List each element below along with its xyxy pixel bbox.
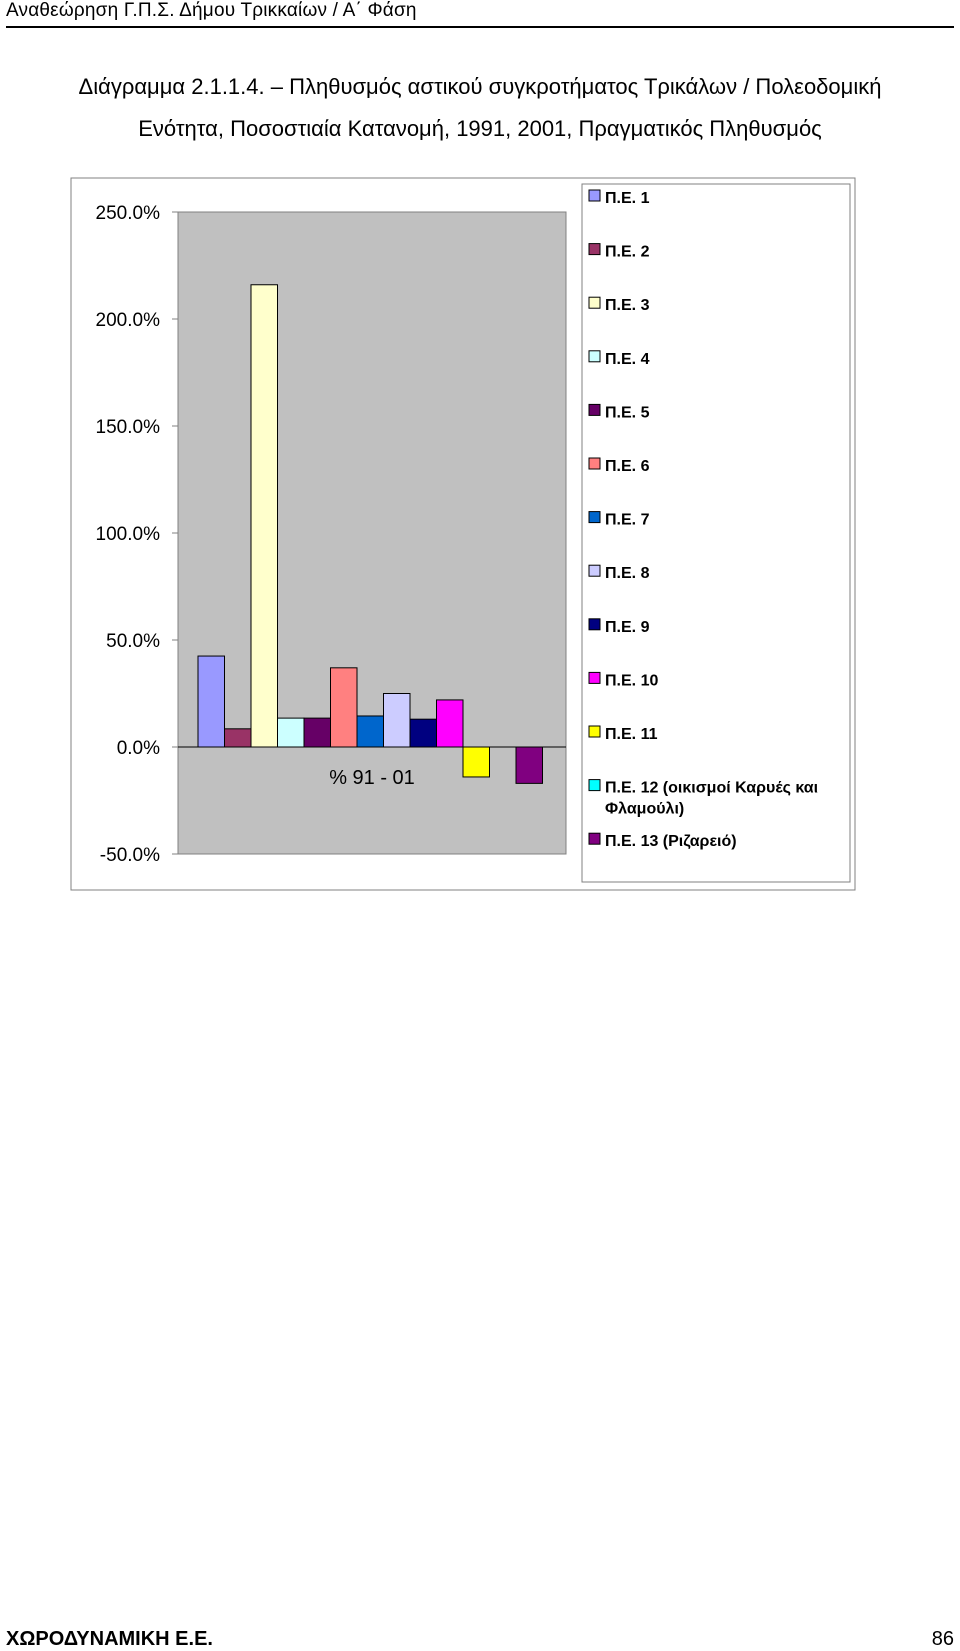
bar bbox=[436, 699, 464, 748]
legend-swatch bbox=[588, 511, 601, 524]
bar bbox=[409, 718, 437, 748]
legend-swatch bbox=[588, 296, 601, 309]
header-divider bbox=[6, 26, 954, 28]
legend-label: Π.Ε. 4 bbox=[605, 351, 650, 368]
legend-swatch bbox=[588, 243, 601, 256]
footer-page-number: 86 bbox=[931, 1628, 954, 1650]
legend-swatch bbox=[588, 618, 601, 631]
legend-swatch bbox=[588, 779, 601, 792]
x-category-label: % 91 - 01 bbox=[329, 767, 415, 789]
bar bbox=[303, 717, 331, 748]
legend-label: Π.Ε. 2 bbox=[605, 244, 650, 261]
y-tick-label: 150.0% bbox=[96, 417, 161, 438]
y-tick-label: 250.0% bbox=[96, 203, 161, 224]
y-tick-label: 50.0% bbox=[106, 631, 160, 652]
bar bbox=[250, 284, 278, 748]
legend-label: Π.Ε. 11 bbox=[605, 726, 658, 743]
y-tick-label: 0.0% bbox=[117, 738, 160, 759]
legend-label: Π.Ε. 8 bbox=[605, 565, 650, 582]
legend-box bbox=[581, 183, 851, 883]
legend-label: Π.Ε. 13 (Ριζαρειό) bbox=[605, 833, 737, 850]
bar bbox=[515, 746, 543, 784]
legend-label: Π.Ε. 9 bbox=[605, 619, 650, 636]
legend-swatch bbox=[588, 725, 601, 738]
bar bbox=[462, 746, 490, 778]
bar bbox=[197, 655, 225, 748]
legend-label-continued: Φλαμούλι) bbox=[605, 801, 684, 818]
bar bbox=[383, 693, 411, 748]
bar bbox=[330, 667, 358, 748]
bar bbox=[224, 728, 252, 748]
legend-label: Π.Ε. 6 bbox=[605, 458, 650, 475]
legend-swatch bbox=[588, 671, 601, 684]
bar bbox=[356, 715, 384, 748]
bar-chart: 250.0% 200.0% 150.0% 100.0% 50.0% 0.0% -50.0%%… bbox=[70, 177, 856, 891]
chart-caption-line-2: Ενότητα, Ποσοστιαία Κατανομή, 1991, 2001… bbox=[138, 116, 822, 141]
y-tick-label: 200.0% bbox=[96, 310, 161, 331]
legend-swatch bbox=[588, 832, 601, 845]
legend-swatch bbox=[588, 564, 601, 577]
legend-label: Π.Ε. 1 bbox=[605, 190, 650, 207]
legend-swatch bbox=[588, 403, 601, 416]
legend-label: Π.Ε. 5 bbox=[605, 404, 650, 421]
footer-company: ΧΩΡΟΔΥΝΑΜΙΚΗ Ε.Ε. bbox=[6, 1628, 213, 1650]
legend-swatch bbox=[588, 457, 601, 470]
chart-caption-line-1: Διάγραμμα 2.1.1.4. – Πληθυσμός αστικού σ… bbox=[78, 74, 882, 99]
legend-label: Π.Ε. 10 bbox=[605, 672, 658, 689]
page-header: Αναθεώρηση Γ.Π.Σ. Δήμου Τρικκαίων / Α΄ Φ… bbox=[6, 0, 417, 21]
bar bbox=[277, 717, 305, 748]
legend-label: Π.Ε. 3 bbox=[605, 297, 650, 314]
plot-area bbox=[177, 211, 567, 855]
legend-swatch bbox=[588, 350, 601, 363]
y-tick-label: 100.0% bbox=[96, 524, 161, 545]
y-tick-label: -50.0% bbox=[100, 845, 160, 866]
legend-swatch bbox=[588, 189, 601, 202]
legend-label: Π.Ε. 7 bbox=[605, 512, 650, 529]
legend-label: Π.Ε. 12 (οικισμοί Καρυές και bbox=[605, 780, 818, 797]
